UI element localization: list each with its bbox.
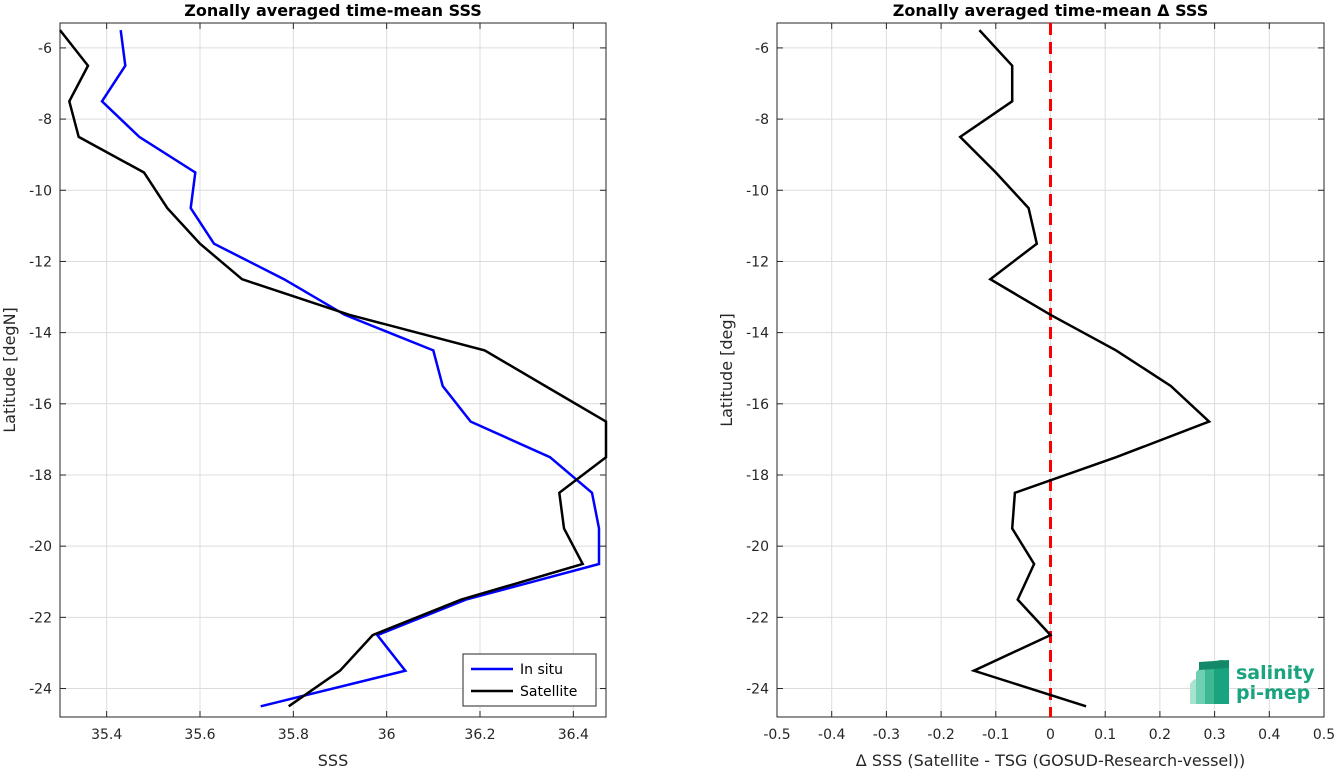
left-panel-sss: 35.4 35.6 35.8 36 36.2 36.4 -6 -8 -10 -12 -14 -16 -1… [0,1,608,769]
logo-line1: salinity [1236,662,1315,684]
x-tick-label: -0.3 [873,727,900,743]
y-tick-label: -10 [746,183,769,199]
x-tick-label: 0 [1046,727,1055,743]
y-tick-label: -12 [746,254,769,270]
x-tick-label: -0.2 [927,727,954,743]
x-tick-label: 35.6 [184,727,215,743]
series-line-satellite [59,29,608,708]
y-tick-label: -14 [29,326,52,342]
x-tick-label: 0.4 [1258,727,1280,743]
x-tick-label: 36 [378,727,396,743]
y-tick-label: -24 [746,682,769,698]
y-tick-label: -8 [38,112,52,128]
x-tick-label: 36.2 [464,727,495,743]
y-tick-label: -14 [746,326,769,342]
y-tick-label: -8 [755,112,769,128]
x-tick-label: 35.4 [91,727,122,743]
x-tick-label: 0.3 [1203,727,1225,743]
chart-title: Zonally averaged time-mean Δ SSS [893,1,1209,20]
salinity-pi-mep-logo: salinity pi-mep [1190,660,1315,704]
x-axis-label: SSS [318,751,348,769]
y-tick-label: -10 [29,183,52,199]
y-tick-label: -20 [29,539,52,555]
y-tick-label: -20 [746,539,769,555]
x-tick-label: 36.4 [558,727,589,743]
logo-line2: pi-mep [1236,682,1310,704]
series-line-delta-sss [958,29,1212,708]
y-tick-label: -22 [29,610,52,626]
chart-title: Zonally averaged time-mean SSS [184,1,482,20]
x-tick-label: 0.2 [1149,727,1171,743]
x-tick-label: 0.5 [1313,727,1335,743]
y-axis-label: Latitude [degN] [0,307,19,433]
legend-label: Satellite [520,684,577,700]
x-tick-label: 35.8 [278,727,309,743]
legend-box [462,653,597,707]
x-tick-label: -0.1 [982,727,1009,743]
y-axis-label: Latitude [deg] [717,313,736,427]
x-tick-label: 0.1 [1094,727,1116,743]
x-tick-label: -0.4 [818,727,845,743]
y-tick-label: -22 [746,610,769,626]
y-tick-label: -24 [29,682,52,698]
series-line-in-situ [100,29,601,708]
y-tick-label: -18 [746,468,769,484]
x-tick-label: -0.5 [763,727,790,743]
logo-wave-icon [1190,660,1229,704]
x-axis-label: Δ SSS (Satellite - TSG (GOSUD-Research-v… [856,751,1245,769]
y-tick-label: -18 [29,468,52,484]
y-tick-label: -6 [755,41,769,57]
y-tick-label: -16 [746,397,769,413]
y-tick-label: -6 [38,41,52,57]
y-tick-label: -12 [29,254,52,270]
legend: In situ Satellite [462,653,597,707]
y-tick-label: -16 [29,397,52,413]
right-panel-delta-sss: -0.5 -0.4 -0.3 -0.2 -0.1 0 0.1 0.2 0.3 0.4 0.5 -6 -8… [717,1,1335,769]
legend-label: In situ [520,662,563,678]
plot-frame [59,22,607,718]
